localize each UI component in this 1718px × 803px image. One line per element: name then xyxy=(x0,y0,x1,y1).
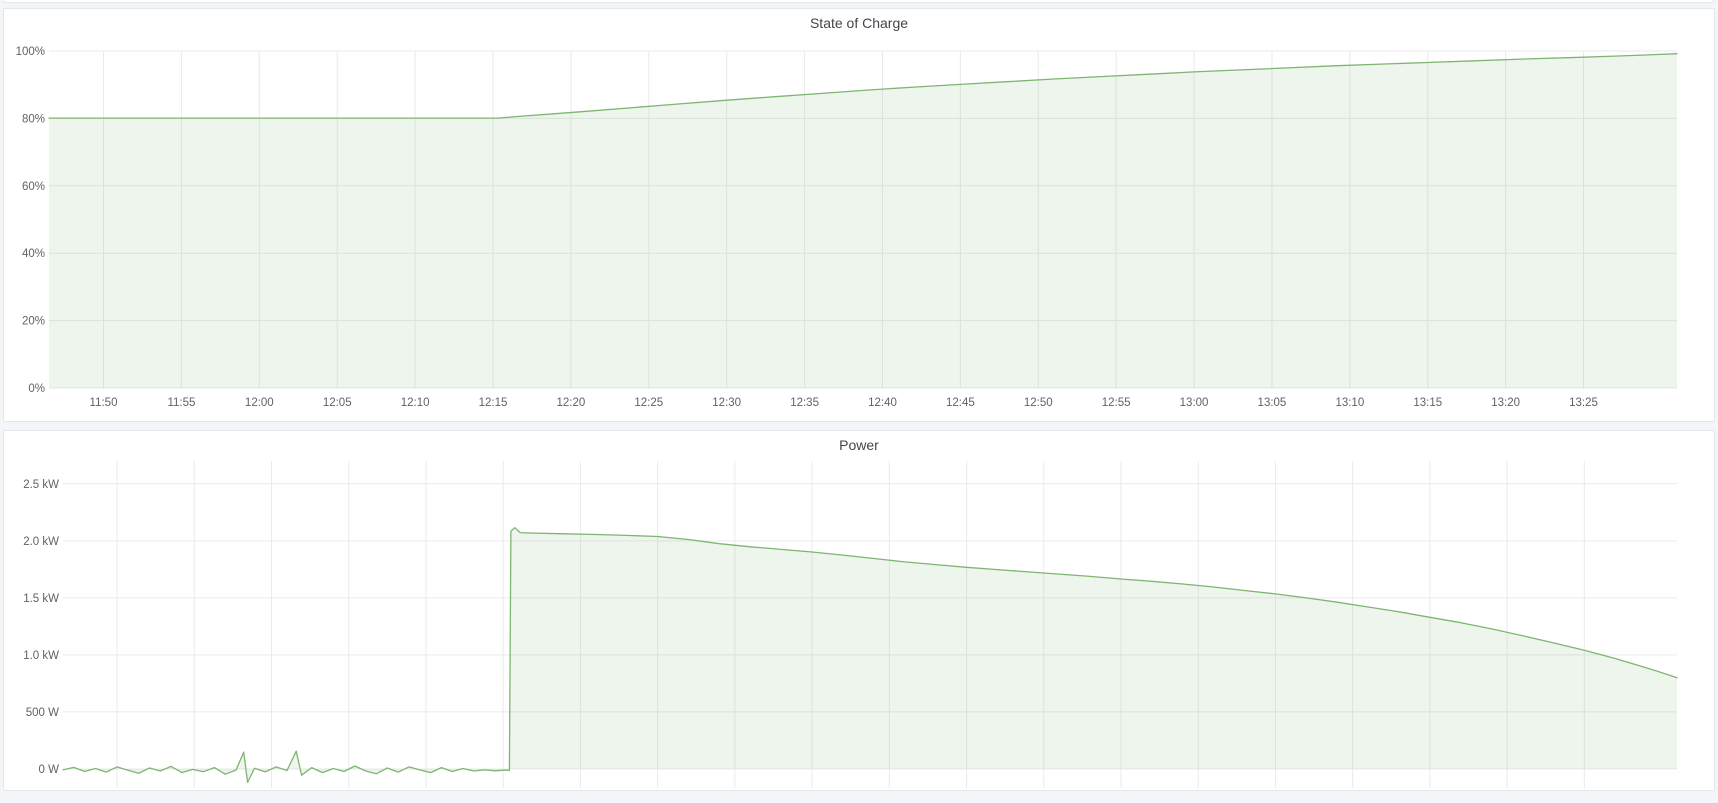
x-axis-label: 12:05 xyxy=(323,397,352,409)
x-axis-label: 12:30 xyxy=(712,397,741,409)
power-panel-title[interactable]: Power xyxy=(4,437,1714,455)
y-axis-label: 80% xyxy=(22,113,45,125)
y-axis-label: 40% xyxy=(22,248,45,260)
x-axis-label: 11:50 xyxy=(90,397,118,409)
soc-chart-canvas[interactable]: 100% 80% 60% 40% 20% 0% 11:50 11:55 12:00 12:05 12… xyxy=(4,9,1714,421)
x-axis-label: 12:10 xyxy=(401,397,430,409)
series-line xyxy=(62,527,1678,784)
x-axis-label: 12:50 xyxy=(1024,397,1053,409)
soc-panel-title-text: State of Charge xyxy=(809,15,909,31)
y-axis-label: 2.5 kW xyxy=(23,479,59,491)
x-axis-label: 11:55 xyxy=(167,397,195,409)
x-axis-label: 12:55 xyxy=(1102,397,1131,409)
soc-panel-title[interactable]: State of Charge xyxy=(4,15,1714,33)
series-line xyxy=(48,53,1678,119)
y-axis-label: 1.5 kW xyxy=(23,593,59,605)
x-axis-label: 12:20 xyxy=(557,397,586,409)
panel-state-of-charge: State of Charge 100% 80% 60% 40% 20% 0% 11:50 1… xyxy=(3,8,1715,422)
y-axis-label: 60% xyxy=(22,181,45,193)
x-axis-label: 12:40 xyxy=(868,397,897,409)
series-area xyxy=(49,53,1677,388)
y-axis-label: 20% xyxy=(22,316,45,328)
panel-power: Power 2.5 kW 2.0 kW 1.5 kW 1.0 kW 500 W 0 W xyxy=(3,430,1715,791)
x-axis-label: 13:00 xyxy=(1180,397,1209,409)
power-panel-title-text: Power xyxy=(839,437,879,453)
x-axis-label: 13:05 xyxy=(1258,397,1287,409)
x-axis-label: 12:00 xyxy=(245,397,274,409)
y-axis-label: 0 W xyxy=(39,764,60,776)
y-axis-label: 1.0 kW xyxy=(23,650,59,662)
x-axis-label: 12:35 xyxy=(790,397,819,409)
series-area xyxy=(63,527,1677,783)
x-axis-label: 12:25 xyxy=(634,397,663,409)
x-axis-label: 13:20 xyxy=(1491,397,1520,409)
x-axis-label: 12:45 xyxy=(946,397,975,409)
y-axis-label: 100% xyxy=(16,46,45,58)
x-axis-label: 12:15 xyxy=(479,397,508,409)
y-axis-label: 2.0 kW xyxy=(23,536,59,548)
power-chart-canvas[interactable]: 2.5 kW 2.0 kW 1.5 kW 1.0 kW 500 W 0 W xyxy=(4,431,1714,790)
x-axis-label: 13:15 xyxy=(1413,397,1442,409)
y-axis-label: 500 W xyxy=(26,707,59,719)
y-axis-label: 0% xyxy=(28,383,45,395)
cutoff-panel-above xyxy=(3,0,1714,3)
x-axis-label: 13:10 xyxy=(1335,397,1364,409)
x-axis-label: 13:25 xyxy=(1569,397,1598,409)
